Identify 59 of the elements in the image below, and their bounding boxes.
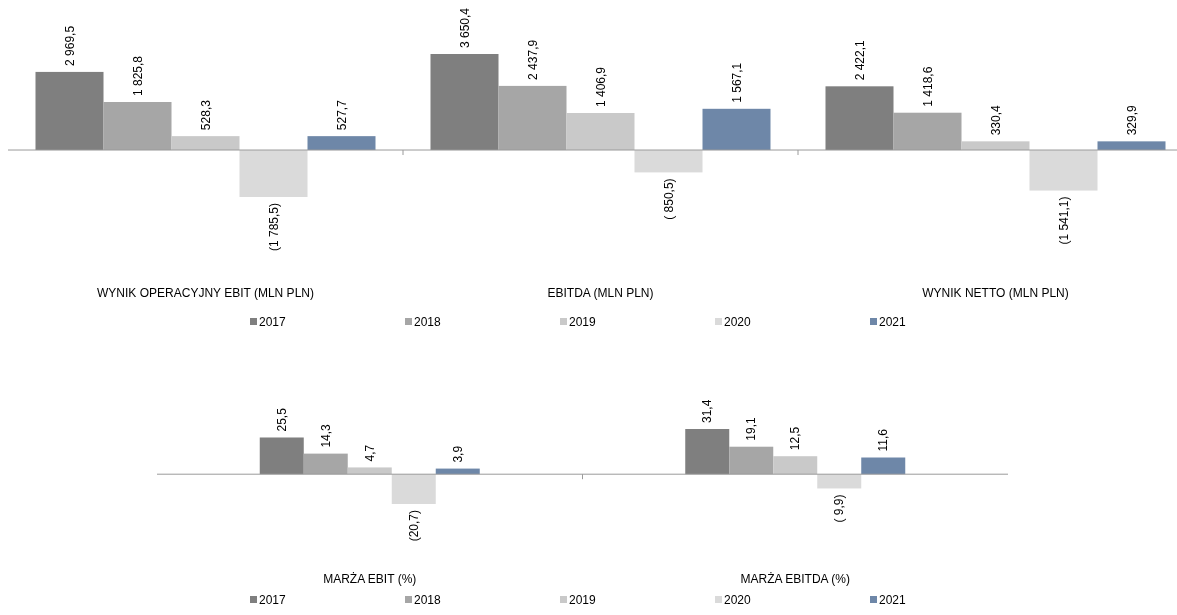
data-label: 31,4	[700, 399, 715, 423]
data-label: 12,5	[788, 426, 803, 451]
x-tick-label: WYNIK NETTO (MLN PLN)	[922, 286, 1069, 300]
data-label: 25,5	[274, 407, 289, 432]
legend-label: 2020	[724, 315, 752, 329]
data-label: ( 9,9)	[832, 494, 847, 523]
data-label: 1 825,8	[130, 55, 145, 96]
bar	[1097, 141, 1166, 151]
legend-label: 2017	[259, 593, 287, 607]
legend-label: 2019	[569, 315, 597, 329]
data-label: 19,1	[744, 417, 759, 441]
data-label: (20,7)	[406, 510, 421, 542]
data-label: 3,9	[450, 445, 465, 463]
bar	[259, 437, 304, 475]
data-label: 329,9	[1124, 105, 1139, 136]
data-label: 4,7	[362, 444, 377, 462]
data-label: 527,7	[334, 99, 349, 131]
bar	[430, 54, 499, 151]
legend-label: 2021	[879, 593, 907, 607]
bar	[347, 467, 392, 475]
legend-label: 2019	[569, 593, 597, 607]
data-label: 528,3	[198, 99, 213, 131]
bar	[817, 474, 862, 489]
bar	[171, 136, 240, 151]
bar	[35, 71, 104, 151]
legend-label: 2018	[414, 593, 442, 607]
data-label: 1 567,1	[729, 62, 744, 103]
x-tick-label: MARŻA EBIT (%)	[323, 572, 417, 586]
data-label: (1 541,1)	[1056, 196, 1071, 245]
bar	[825, 86, 894, 151]
legend-label: 2020	[724, 593, 752, 607]
data-label: 14,3	[318, 423, 333, 448]
bar	[773, 456, 818, 475]
legend-label: 2021	[879, 315, 907, 329]
data-label: 2 422,1	[852, 39, 867, 81]
bar	[239, 150, 308, 197]
data-label: ( 850,5)	[661, 178, 676, 220]
data-label: 330,4	[988, 104, 1003, 136]
bar	[685, 429, 730, 475]
data-label: 3 650,4	[457, 7, 472, 48]
x-tick-label: MARŻA EBITDA (%)	[740, 572, 850, 586]
legend-label: 2017	[259, 315, 287, 329]
bar	[391, 474, 436, 504]
bar	[702, 108, 771, 151]
bar	[1029, 150, 1098, 191]
bar	[961, 141, 1030, 151]
bar	[566, 113, 635, 151]
bar	[634, 150, 703, 173]
data-label: 2 437,9	[525, 39, 540, 80]
data-label: 1 418,6	[920, 66, 935, 107]
x-tick-label: WYNIK OPERACYJNY EBIT (MLN PLN)	[97, 286, 314, 300]
data-label: 2 969,5	[62, 25, 77, 66]
legend-label: 2018	[414, 315, 442, 329]
x-tick-label: EBITDA (MLN PLN)	[547, 286, 654, 300]
data-label: 11,6	[876, 428, 891, 452]
bar	[307, 136, 376, 151]
data-label: (1 785,5)	[266, 203, 281, 252]
data-label: 1 406,9	[593, 66, 608, 108]
bar	[861, 457, 906, 475]
